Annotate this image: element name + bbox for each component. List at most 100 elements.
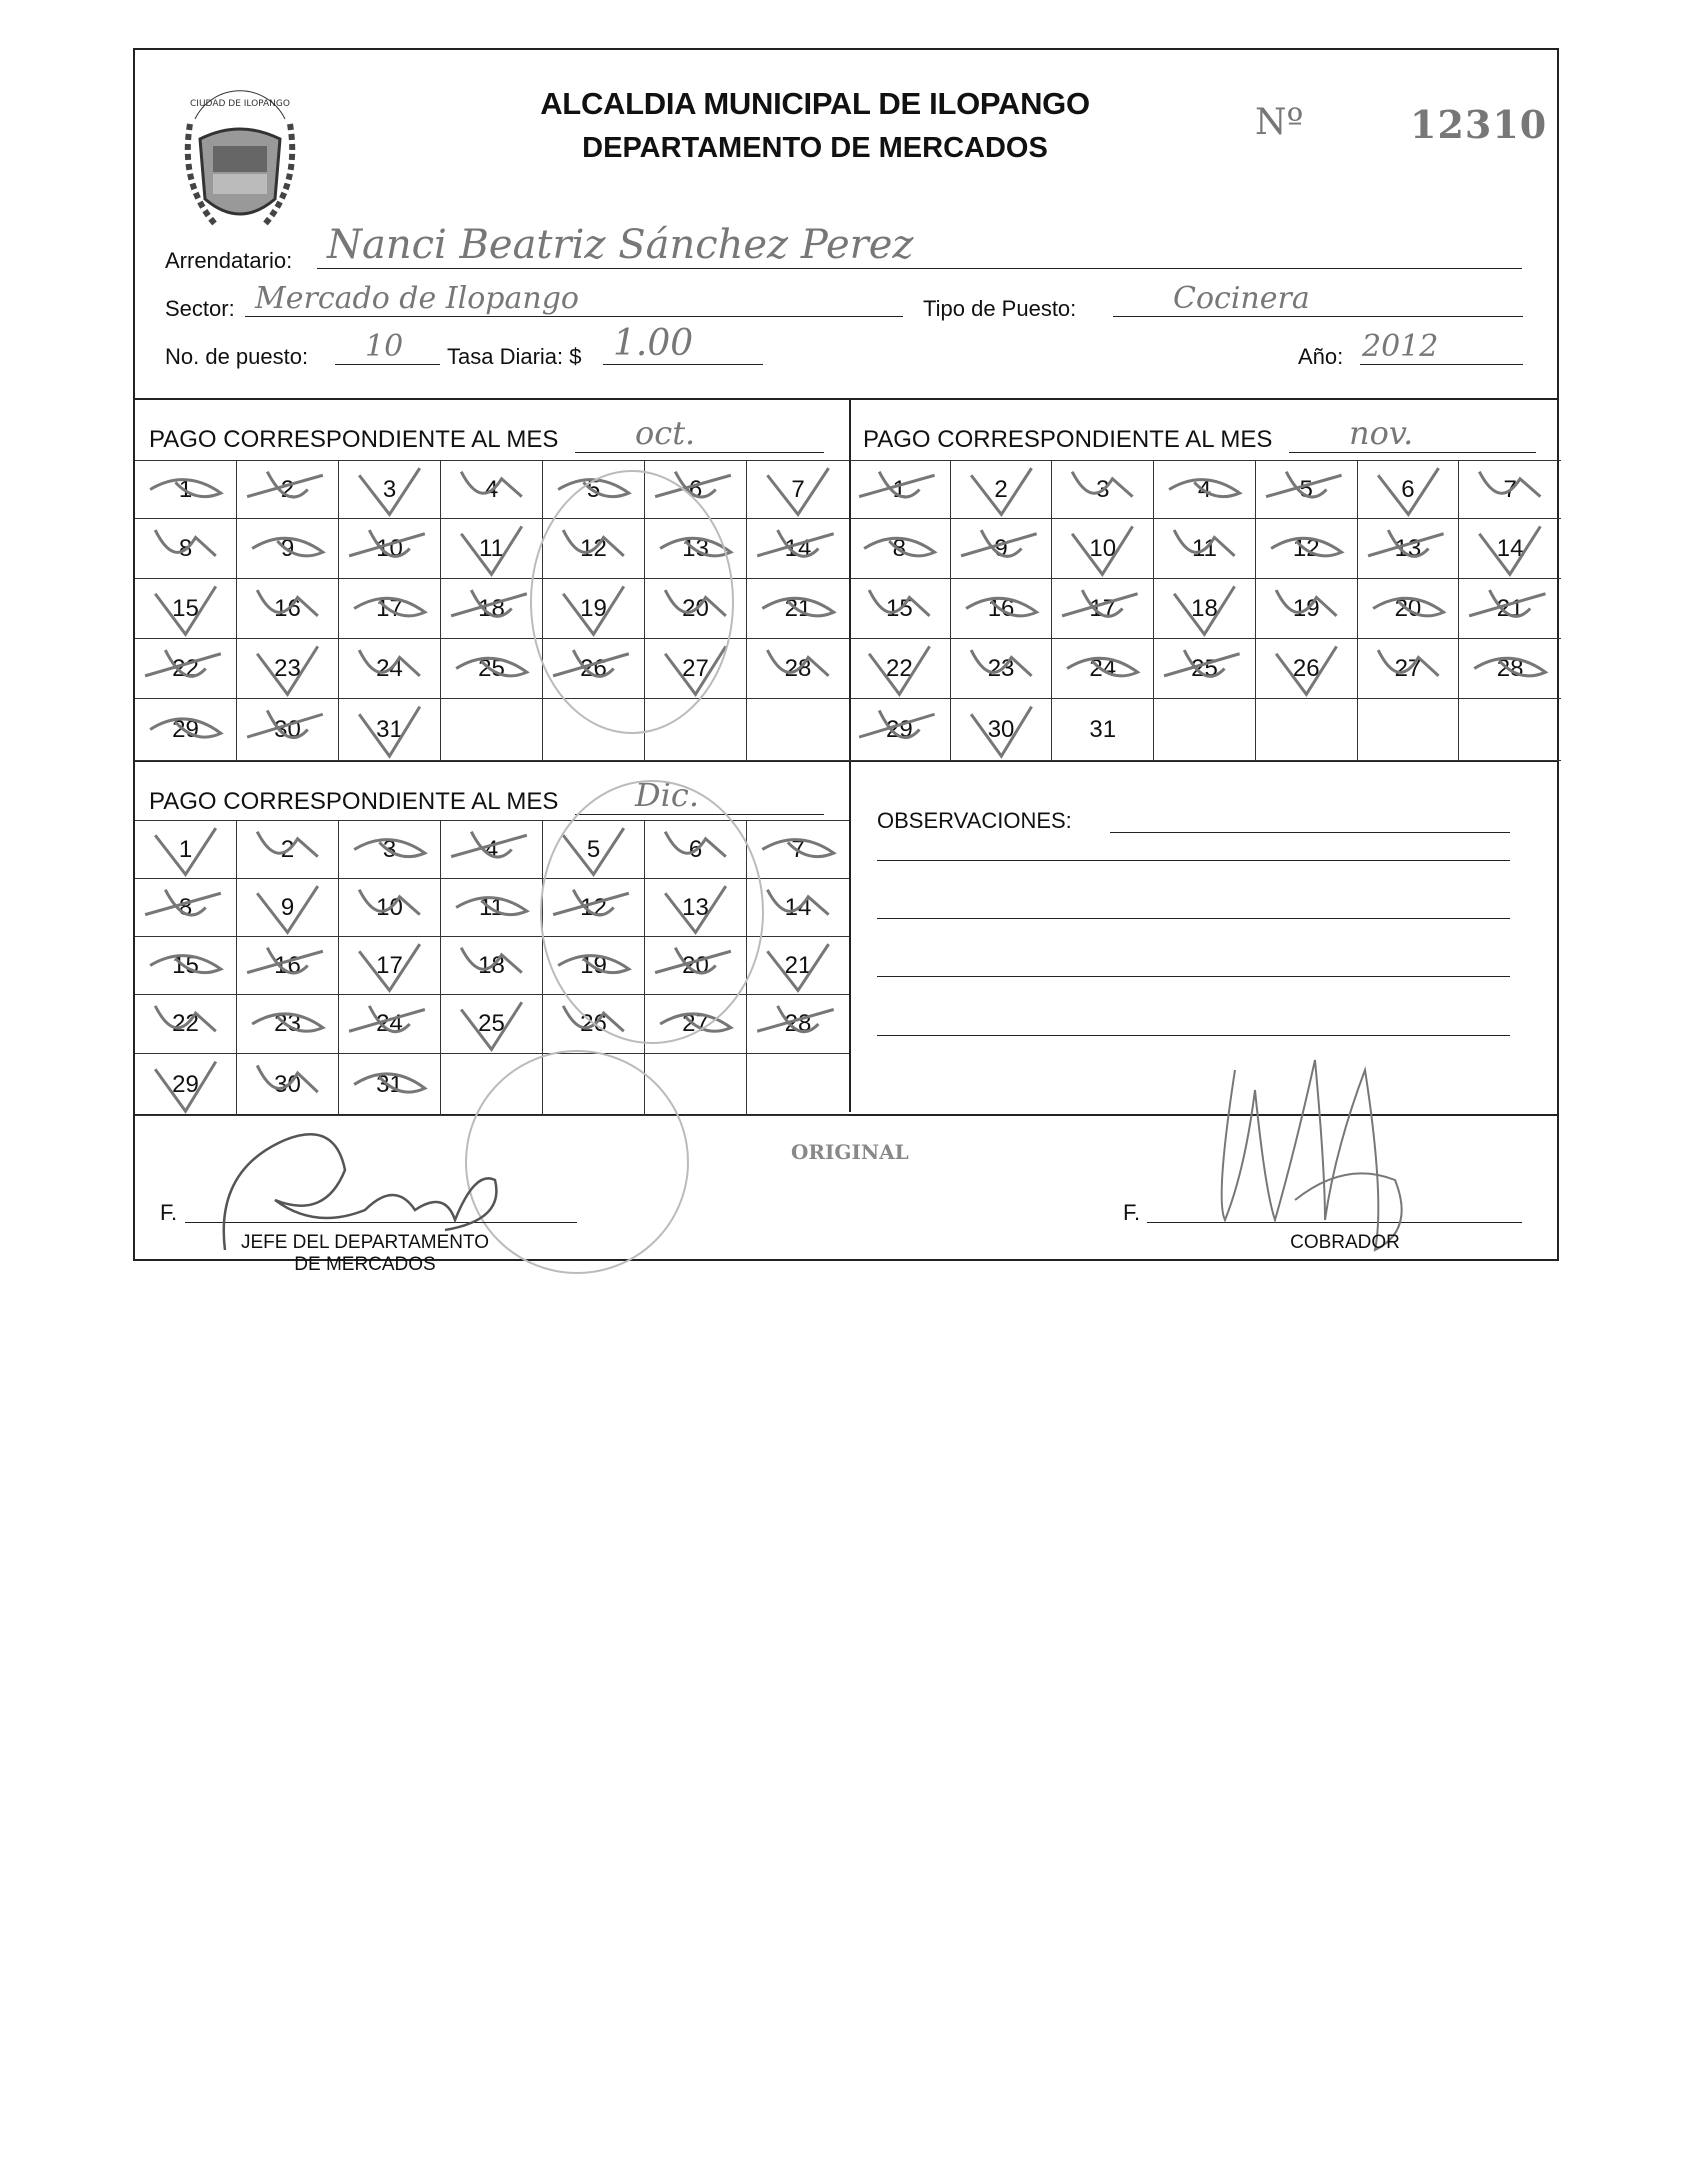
observaciones-line[interactable] (877, 918, 1510, 919)
day-cell-7[interactable]: 7 (747, 461, 849, 519)
day-cell-23[interactable]: 23 (237, 995, 339, 1054)
day-cell-11[interactable]: 11 (441, 879, 543, 937)
day-cell-18[interactable]: 18 (441, 937, 543, 995)
day-cell-17[interactable]: 17 (339, 937, 441, 995)
puesto-value: 10 (365, 329, 404, 364)
day-cell-17[interactable]: 17 (339, 579, 441, 639)
day-cell-4[interactable]: 4 (441, 821, 543, 879)
day-number: 30 (987, 715, 1015, 743)
day-cell-30[interactable]: 30 (237, 699, 339, 761)
day-cell-1[interactable]: 1 (849, 461, 951, 519)
day-cell-24[interactable]: 24 (1052, 639, 1155, 699)
day-cell-3[interactable]: 3 (339, 821, 441, 879)
day-cell-10[interactable]: 10 (339, 519, 441, 579)
sector-value: Mercado de Ilopango (255, 281, 579, 316)
day-cell-11[interactable]: 11 (1154, 519, 1256, 579)
paid-check-mark (339, 879, 440, 936)
day-cell-24[interactable]: 24 (339, 639, 441, 699)
day-cell-13[interactable]: 13 (1357, 519, 1460, 579)
day-cell-21[interactable]: 21 (1459, 579, 1561, 639)
day-cell-31[interactable]: 31 (339, 1054, 441, 1116)
observaciones-line[interactable] (877, 1035, 1510, 1036)
day-number: 31 (1089, 715, 1117, 743)
day-cell-14[interactable]: 14 (747, 879, 849, 937)
day-cell-4[interactable]: 4 (441, 461, 543, 519)
day-cell-10[interactable]: 10 (339, 879, 441, 937)
day-cell-15[interactable]: 15 (135, 937, 237, 995)
day-cell-20[interactable]: 20 (1357, 579, 1460, 639)
observaciones-line[interactable] (877, 976, 1510, 977)
observaciones-line[interactable] (877, 860, 1510, 861)
day-cell-22[interactable]: 22 (849, 639, 951, 699)
day-cell-29[interactable]: 29 (135, 1054, 237, 1116)
day-cell-18[interactable]: 18 (1154, 579, 1256, 639)
day-cell-30[interactable]: 30 (237, 1054, 339, 1116)
day-cell-4[interactable]: 4 (1154, 461, 1256, 519)
day-cell-2[interactable]: 2 (237, 461, 339, 519)
divider (849, 398, 851, 1112)
day-cell-22[interactable]: 22 (135, 639, 237, 699)
day-cell-1[interactable]: 1 (135, 821, 237, 879)
day-cell-8[interactable]: 8 (849, 519, 951, 579)
day-cell-14[interactable]: 14 (747, 519, 849, 579)
day-cell-23[interactable]: 23 (950, 639, 1053, 699)
day-cell-2[interactable]: 2 (237, 821, 339, 879)
day-cell-6[interactable]: 6 (1357, 461, 1460, 519)
day-cell-3[interactable]: 3 (339, 461, 441, 519)
day-cell-9[interactable]: 9 (237, 879, 339, 937)
day-cell-22[interactable]: 22 (135, 995, 237, 1054)
day-cell-14[interactable]: 14 (1459, 519, 1561, 579)
day-cell-5[interactable]: 5 (1255, 461, 1358, 519)
day-cell-17[interactable]: 17 (1052, 579, 1155, 639)
day-cell-2[interactable]: 2 (950, 461, 1053, 519)
day-cell-18[interactable]: 18 (441, 579, 543, 639)
day-cell-29[interactable]: 29 (849, 699, 951, 761)
day-cell-30[interactable]: 30 (950, 699, 1053, 761)
day-cell-24[interactable]: 24 (339, 995, 441, 1054)
day-cell-3[interactable]: 3 (1052, 461, 1155, 519)
paid-check-mark (237, 699, 338, 760)
day-cell-8[interactable]: 8 (135, 879, 237, 937)
day-cell-27[interactable]: 27 (1357, 639, 1460, 699)
day-cell-9[interactable]: 9 (237, 519, 339, 579)
day-number: 17 (376, 951, 403, 979)
day-cell-23[interactable]: 23 (237, 639, 339, 699)
tipo-puesto-field: Cocinera (1113, 281, 1523, 317)
paid-check-mark (1358, 579, 1459, 638)
day-cell-7[interactable]: 7 (747, 821, 849, 879)
day-cell-31[interactable]: 31 (339, 699, 441, 761)
number-label: Nº (1255, 102, 1304, 143)
day-cell-12[interactable]: 12 (1255, 519, 1358, 579)
paid-check-mark (237, 821, 338, 878)
day-cell-1[interactable]: 1 (135, 461, 237, 519)
day-cell-31[interactable]: 31 (1052, 699, 1155, 761)
day-cell-10[interactable]: 10 (1052, 519, 1155, 579)
day-cell-16[interactable]: 16 (237, 579, 339, 639)
day-cell-21[interactable]: 21 (747, 579, 849, 639)
day-cell-25[interactable]: 25 (1154, 639, 1256, 699)
empty-cell (441, 699, 543, 761)
paid-check-mark (1052, 519, 1153, 578)
day-number: 3 (382, 475, 397, 503)
day-cell-19[interactable]: 19 (1255, 579, 1358, 639)
paid-check-mark (849, 519, 950, 578)
day-cell-11[interactable]: 11 (441, 519, 543, 579)
day-cell-28[interactable]: 28 (747, 995, 849, 1054)
puesto-field: 10 (335, 329, 440, 365)
day-cell-16[interactable]: 16 (950, 579, 1053, 639)
day-cell-15[interactable]: 15 (135, 579, 237, 639)
day-cell-9[interactable]: 9 (950, 519, 1053, 579)
day-cell-8[interactable]: 8 (135, 519, 237, 579)
day-cell-25[interactable]: 25 (441, 639, 543, 699)
day-cell-7[interactable]: 7 (1459, 461, 1561, 519)
day-cell-28[interactable]: 28 (1459, 639, 1561, 699)
observaciones-line[interactable] (1110, 810, 1510, 833)
day-cell-28[interactable]: 28 (747, 639, 849, 699)
day-cell-29[interactable]: 29 (135, 699, 237, 761)
day-cell-15[interactable]: 15 (849, 579, 951, 639)
day-cell-21[interactable]: 21 (747, 937, 849, 995)
day-cell-16[interactable]: 16 (237, 937, 339, 995)
day-cell-25[interactable]: 25 (441, 995, 543, 1054)
day-cell-26[interactable]: 26 (1255, 639, 1358, 699)
day-number: 23 (274, 654, 301, 682)
